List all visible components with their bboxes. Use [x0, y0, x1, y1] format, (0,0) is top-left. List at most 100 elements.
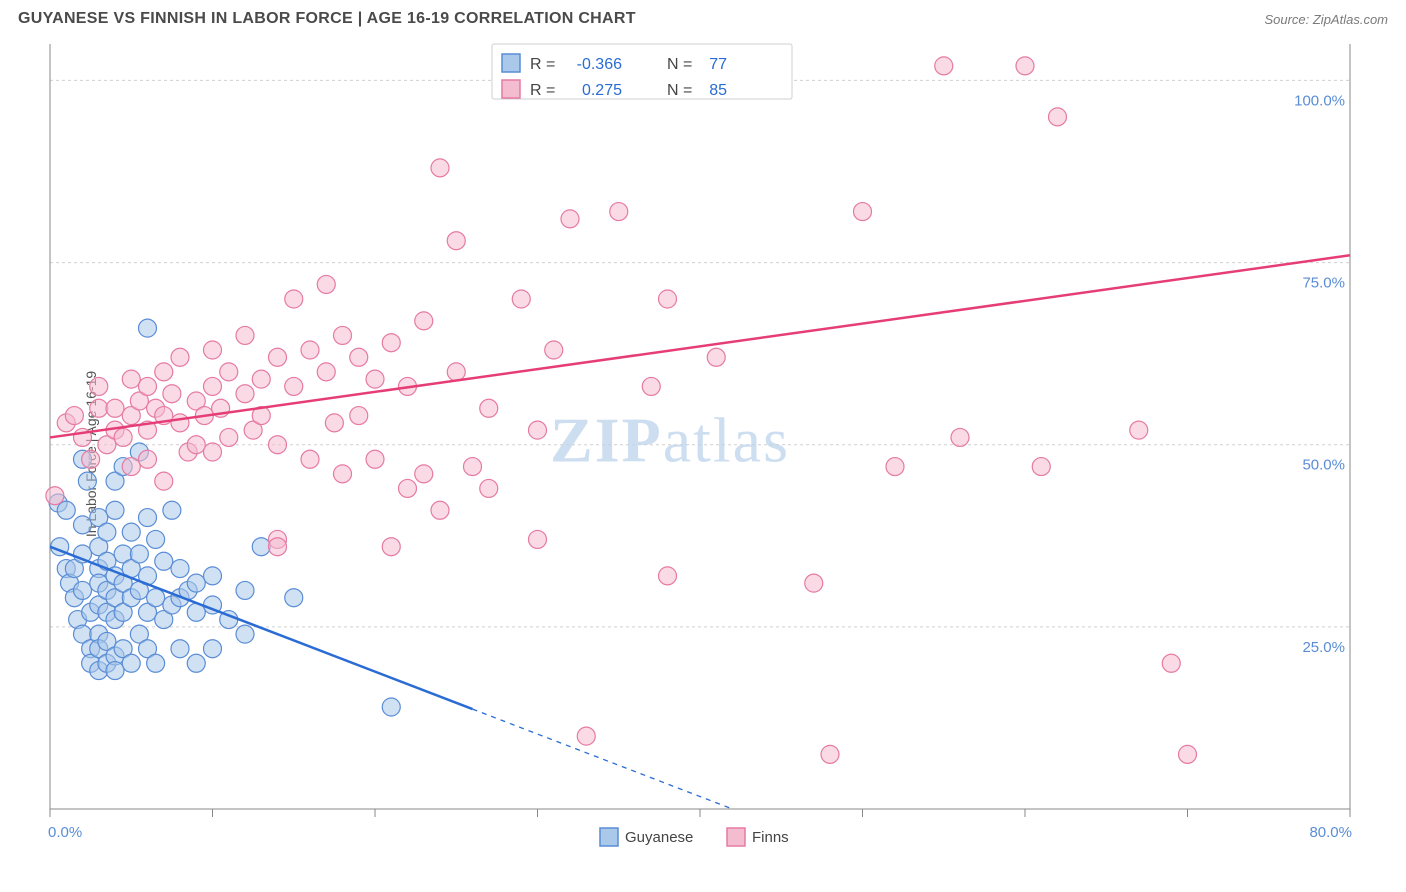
data-point	[78, 472, 96, 490]
legend-swatch	[600, 828, 618, 846]
data-point	[561, 210, 579, 228]
data-point	[577, 727, 595, 745]
data-point	[139, 377, 157, 395]
data-point	[106, 662, 124, 680]
data-point	[285, 377, 303, 395]
legend-r-value: 0.275	[582, 82, 622, 99]
legend-swatch	[502, 80, 520, 98]
data-point	[325, 414, 343, 432]
data-point	[1016, 57, 1034, 75]
chart-title: GUYANESE VS FINNISH IN LABOR FORCE | AGE…	[18, 10, 636, 28]
data-point	[1049, 108, 1067, 126]
data-point	[122, 458, 140, 476]
data-point	[163, 501, 181, 519]
data-point	[642, 377, 660, 395]
data-point	[187, 654, 205, 672]
data-point	[431, 159, 449, 177]
data-point	[447, 232, 465, 250]
data-point	[317, 275, 335, 293]
data-point	[480, 479, 498, 497]
data-point	[122, 654, 140, 672]
data-point	[512, 290, 530, 308]
data-point	[204, 640, 222, 658]
data-point	[46, 487, 64, 505]
data-point	[139, 509, 157, 527]
data-point	[155, 552, 173, 570]
chart-source: Source: ZipAtlas.com	[1264, 12, 1388, 27]
legend-n-label: N =	[667, 56, 692, 73]
data-point	[163, 385, 181, 403]
legend-r-label: R =	[530, 56, 555, 73]
y-tick-label: 50.0%	[1302, 457, 1345, 474]
legend-n-value: 85	[709, 82, 727, 99]
data-point	[236, 625, 254, 643]
x-tick-label: 0.0%	[48, 824, 82, 841]
data-point	[82, 450, 100, 468]
data-point	[98, 523, 116, 541]
data-point	[285, 589, 303, 607]
data-point	[350, 407, 368, 425]
data-point	[935, 57, 953, 75]
data-point	[252, 538, 270, 556]
data-point	[57, 501, 75, 519]
data-point	[171, 640, 189, 658]
data-point	[285, 290, 303, 308]
chart-container: In Labor Force | Age 16-19 25.0%50.0%75.…	[0, 34, 1406, 874]
data-point	[187, 436, 205, 454]
legend-label: Finns	[752, 829, 789, 846]
data-point	[1130, 421, 1148, 439]
data-point	[204, 377, 222, 395]
legend-swatch	[502, 54, 520, 72]
data-point	[431, 501, 449, 519]
data-point	[204, 341, 222, 359]
data-point	[147, 589, 165, 607]
data-point	[220, 363, 238, 381]
data-point	[610, 203, 628, 221]
data-point	[204, 443, 222, 461]
data-point	[122, 370, 140, 388]
data-point	[480, 399, 498, 417]
data-point	[1032, 458, 1050, 476]
data-point	[659, 567, 677, 585]
data-point	[147, 654, 165, 672]
y-tick-label: 100.0%	[1294, 92, 1345, 109]
data-point	[382, 538, 400, 556]
data-point	[366, 370, 384, 388]
data-point	[74, 581, 92, 599]
data-point	[269, 436, 287, 454]
data-point	[659, 290, 677, 308]
data-point	[447, 363, 465, 381]
data-point	[74, 516, 92, 534]
data-point	[529, 421, 547, 439]
data-point	[366, 450, 384, 468]
data-point	[399, 479, 417, 497]
data-point	[805, 574, 823, 592]
data-point	[187, 574, 205, 592]
data-point	[114, 428, 132, 446]
data-point	[464, 458, 482, 476]
data-point	[65, 407, 83, 425]
legend-label: Guyanese	[625, 829, 693, 846]
y-tick-label: 25.0%	[1302, 639, 1345, 656]
data-point	[171, 560, 189, 578]
data-point	[220, 428, 238, 446]
scatter-chart: 25.0%50.0%75.0%100.0%ZIPatlas0.0%80.0%R …	[40, 34, 1400, 874]
data-point	[707, 348, 725, 366]
data-point	[1179, 745, 1197, 763]
data-point	[334, 465, 352, 483]
data-point	[155, 472, 173, 490]
legend-n-value: 77	[709, 56, 727, 73]
data-point	[382, 698, 400, 716]
data-point	[122, 523, 140, 541]
data-point	[171, 348, 189, 366]
data-point	[415, 465, 433, 483]
data-point	[236, 581, 254, 599]
regression-line-extend	[473, 709, 733, 809]
data-point	[301, 450, 319, 468]
data-point	[334, 326, 352, 344]
data-point	[1162, 654, 1180, 672]
data-point	[854, 203, 872, 221]
data-point	[269, 348, 287, 366]
chart-header: GUYANESE VS FINNISH IN LABOR FORCE | AGE…	[0, 0, 1406, 34]
data-point	[252, 370, 270, 388]
